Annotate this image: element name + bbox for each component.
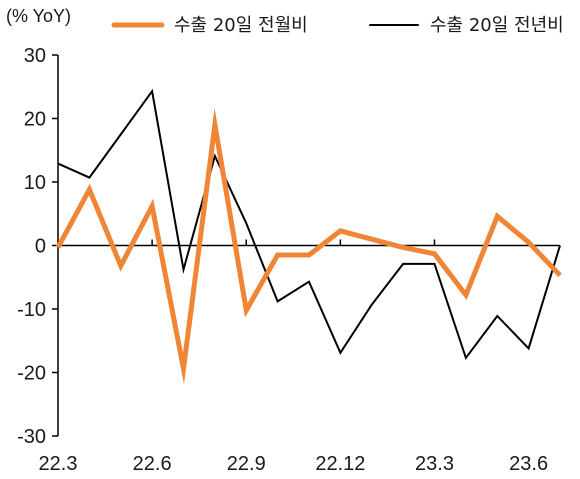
- x-tick-label: 22.9: [227, 453, 266, 475]
- series-layer: [55, 88, 562, 385]
- x-tick-label: 23.3: [415, 453, 454, 475]
- y-tick-label: 20: [24, 109, 46, 131]
- legend-label-series-2: 수출 20일 전년비: [430, 15, 564, 36]
- y-tick-label: 10: [24, 172, 46, 194]
- y-tick-label: 30: [24, 45, 46, 67]
- y-tick-label: 0: [35, 236, 46, 258]
- x-tick-label: 22.12: [315, 453, 365, 475]
- y-tick-label: -20: [17, 363, 46, 385]
- y-tick-label: -30: [17, 426, 46, 448]
- y-axis: 30 20 10 0 -10 -20 -30: [17, 45, 59, 448]
- x-axis: 22.3 22.6 22.9 22.12 23.3 23.6: [39, 239, 560, 475]
- x-tick-label: 22.3: [39, 453, 78, 475]
- x-tick-label: 23.6: [509, 453, 548, 475]
- legend: 수출 20일 전월비 수출 20일 전년비: [111, 15, 564, 36]
- y-axis-unit-label: (% YoY): [6, 6, 71, 26]
- y-tick-label: -10: [17, 299, 46, 321]
- x-tick-label: 22.6: [133, 453, 172, 475]
- series-line-2: [57, 88, 561, 361]
- legend-label-series-1: 수출 20일 전월비: [174, 15, 308, 36]
- series-line-1: [55, 107, 562, 385]
